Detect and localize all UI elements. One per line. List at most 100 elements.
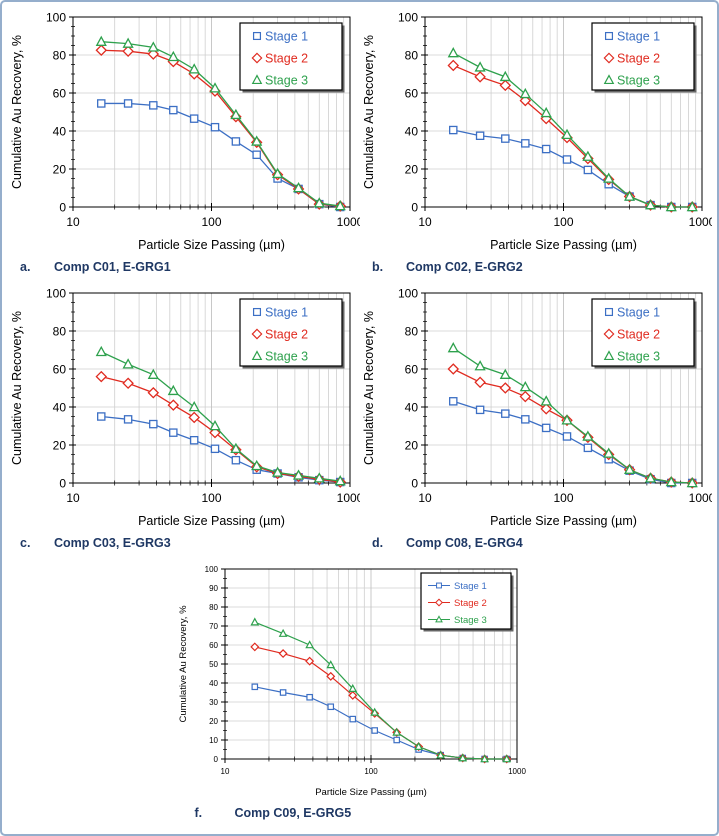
svg-text:0: 0 [59,200,66,214]
svg-text:Stage 3: Stage 3 [265,73,308,87]
svg-text:40: 40 [405,124,419,138]
series-stage-3 [447,342,698,488]
svg-text:80: 80 [53,324,67,338]
svg-text:1000: 1000 [689,215,712,229]
legend: Stage 1 Stage 2 Stage 3 [239,22,345,93]
svg-text:0: 0 [213,755,218,764]
svg-text:40: 40 [405,400,419,414]
svg-text:60: 60 [53,86,67,100]
chart-d-caption: d. Comp C08, E-GRG4 [372,536,712,554]
caption-letter: c. [20,536,31,550]
svg-text:Stage 3: Stage 3 [617,349,660,363]
svg-text:60: 60 [405,86,419,100]
svg-text:100: 100 [201,215,221,229]
svg-text:Stage 3: Stage 3 [617,73,660,87]
series-stage-3 [95,35,346,211]
svg-text:100: 100 [398,286,418,300]
series-stage-2 [249,642,511,764]
chart-a-caption: a. Comp C01, E-GRG1 [20,260,360,278]
axes: 0 20 40 60 80 100 10 100 1000 [398,286,712,505]
series-stage-3 [447,47,698,212]
axes: 0 20 40 60 80 100 10 100 1000 [46,10,360,229]
svg-text:50: 50 [209,660,218,669]
svg-text:80: 80 [405,324,419,338]
caption-title: Comp C01, E-GRG1 [54,260,171,274]
caption-title: Comp C02, E-GRG2 [406,260,523,274]
svg-text:0: 0 [411,200,418,214]
svg-text:0: 0 [411,476,418,490]
svg-text:20: 20 [405,438,419,452]
svg-text:10: 10 [66,215,80,229]
x-axis-title: Particle Size Passing (µm) [490,514,637,528]
legend: Stage 1 Stage 2 Stage 3 [419,572,513,632]
svg-text:1000: 1000 [508,767,526,776]
caption-title: Comp C03, E-GRG3 [54,536,171,550]
svg-text:10: 10 [418,215,432,229]
y-axis-title: Cumulative Au Recovery, % [362,311,376,465]
chart-f-caption: f. Comp C09, E-GRG5 [195,806,547,824]
caption-letter: f. [194,806,203,820]
series-stage-1 [449,397,697,488]
svg-text:60: 60 [405,362,419,376]
svg-text:70: 70 [209,622,218,631]
svg-text:20: 20 [53,438,67,452]
y-axis-title: Cumulative Au Recovery, % [10,311,24,465]
legend: Stage 1 Stage 2 Stage 3 [591,298,697,369]
svg-text:80: 80 [53,48,67,62]
svg-text:20: 20 [209,717,218,726]
svg-text:Stage 1: Stage 1 [454,581,487,592]
svg-text:Stage 1: Stage 1 [265,29,308,43]
svg-text:10: 10 [418,491,432,505]
x-axis-title: Particle Size Passing (µm) [490,238,637,252]
svg-text:40: 40 [53,400,67,414]
svg-text:Stage 2: Stage 2 [265,51,308,65]
axes: 0 20 40 60 80 100 10 100 1000 [398,10,712,229]
series-stage-1 [449,125,697,212]
svg-text:Stage 2: Stage 2 [617,51,660,65]
caption-letter: d. [372,536,384,550]
svg-text:100: 100 [553,491,573,505]
caption-title: Comp C08, E-GRG4 [406,536,523,550]
chart-c-caption: c. Comp C03, E-GRG3 [20,536,360,554]
svg-text:Stage 3: Stage 3 [454,615,487,626]
svg-text:60: 60 [53,362,67,376]
svg-text:80: 80 [209,603,218,612]
svg-text:1000: 1000 [337,215,360,229]
svg-text:10: 10 [209,736,218,745]
series-stage-3 [249,617,511,763]
svg-text:40: 40 [209,679,218,688]
svg-text:Stage 2: Stage 2 [617,327,660,341]
svg-text:90: 90 [209,584,218,593]
x-axis-title: Particle Size Passing (µm) [138,514,285,528]
svg-text:100: 100 [46,10,66,24]
legend: Stage 1 Stage 2 Stage 3 [239,298,345,369]
svg-text:100: 100 [204,565,218,574]
series-stage-2 [447,363,699,489]
svg-text:100: 100 [398,10,418,24]
legend: Stage 1 Stage 2 Stage 3 [591,22,697,93]
series-stage-3 [95,345,346,486]
svg-text:Stage 1: Stage 1 [617,29,660,43]
chart-f-card: 0 10 20 30 40 50 60 70 80 90 100 10 100 1000 Stage 1 St… [175,562,547,832]
y-axis-title: Cumulative Au Recovery, % [362,35,376,189]
x-axis-title: Particle Size Passing (µm) [315,787,427,798]
svg-text:1000: 1000 [689,491,712,505]
figure-row-3: 0 10 20 30 40 50 60 70 80 90 100 10 100 1000 Stage 1 St… [8,562,713,832]
svg-text:10: 10 [220,767,229,776]
series-stage-2 [95,370,347,488]
caption-letter: a. [20,260,31,274]
caption-title: Comp C09, E-GRG5 [234,806,352,820]
svg-text:Stage 1: Stage 1 [617,305,660,319]
svg-text:80: 80 [405,48,419,62]
y-axis-title: Cumulative Au Recovery, % [10,35,24,189]
svg-text:100: 100 [201,491,221,505]
svg-text:Stage 1: Stage 1 [265,305,308,319]
